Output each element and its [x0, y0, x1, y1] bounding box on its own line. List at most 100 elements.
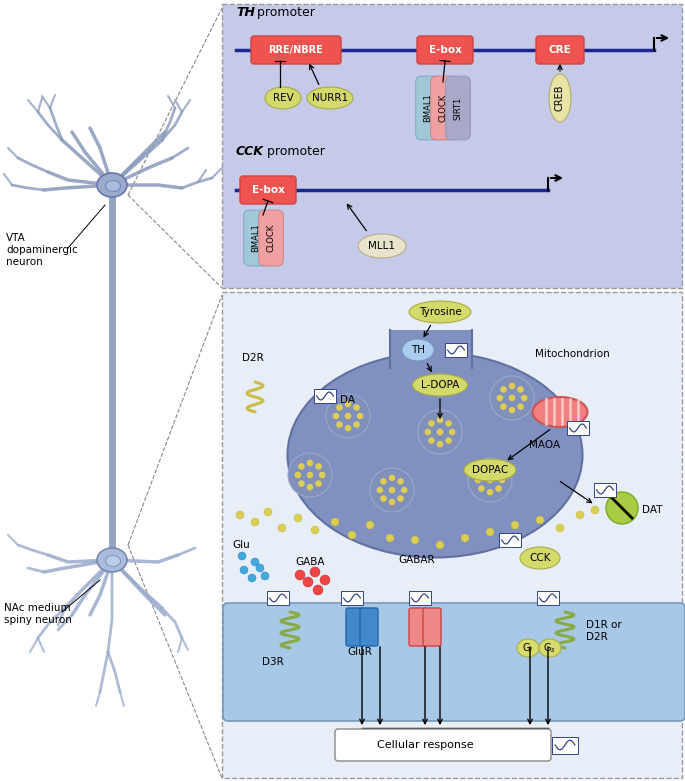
Circle shape [497, 394, 503, 401]
Text: NAc medium: NAc medium [4, 603, 71, 613]
Circle shape [576, 511, 584, 519]
FancyBboxPatch shape [244, 210, 269, 266]
Circle shape [370, 468, 414, 512]
Circle shape [511, 521, 519, 529]
FancyBboxPatch shape [537, 591, 559, 605]
Text: Glu: Glu [232, 540, 250, 550]
Circle shape [509, 394, 515, 401]
Ellipse shape [105, 555, 121, 566]
Circle shape [495, 485, 502, 492]
FancyBboxPatch shape [240, 176, 296, 204]
Circle shape [428, 420, 435, 426]
Circle shape [311, 526, 319, 534]
Circle shape [238, 552, 246, 560]
FancyBboxPatch shape [335, 729, 551, 761]
Circle shape [303, 577, 313, 587]
Circle shape [487, 489, 493, 495]
Circle shape [487, 476, 493, 483]
FancyBboxPatch shape [222, 292, 682, 778]
Circle shape [278, 524, 286, 532]
Ellipse shape [97, 173, 127, 197]
Text: REV: REV [273, 93, 293, 103]
Circle shape [517, 386, 524, 393]
Text: VTA: VTA [6, 233, 26, 243]
Circle shape [418, 410, 462, 454]
Text: DA: DA [340, 395, 355, 405]
Text: E-box: E-box [251, 185, 284, 195]
Circle shape [401, 487, 408, 494]
Circle shape [606, 492, 638, 524]
Circle shape [236, 511, 244, 519]
Ellipse shape [409, 301, 471, 323]
Text: Cellular response: Cellular response [377, 740, 473, 750]
Circle shape [310, 567, 320, 577]
FancyBboxPatch shape [222, 4, 682, 288]
Circle shape [380, 495, 387, 502]
Polygon shape [390, 330, 472, 368]
Circle shape [556, 524, 564, 532]
Circle shape [495, 468, 502, 475]
Text: GABAR: GABAR [398, 555, 434, 565]
Text: G$_i$: G$_i$ [522, 641, 534, 655]
Circle shape [517, 403, 524, 410]
Text: E-box: E-box [429, 45, 462, 55]
FancyBboxPatch shape [445, 343, 467, 357]
FancyBboxPatch shape [259, 210, 284, 266]
Circle shape [490, 376, 534, 420]
Circle shape [345, 425, 351, 431]
Circle shape [307, 459, 313, 466]
Ellipse shape [549, 74, 571, 122]
Text: D2R: D2R [242, 353, 264, 363]
Circle shape [411, 536, 419, 544]
FancyBboxPatch shape [431, 77, 456, 140]
Circle shape [437, 429, 443, 435]
Circle shape [500, 403, 507, 410]
Circle shape [388, 499, 395, 505]
Circle shape [264, 508, 272, 516]
Circle shape [248, 574, 256, 582]
Circle shape [240, 566, 248, 574]
Circle shape [348, 531, 356, 539]
Text: DOPAC: DOPAC [472, 465, 508, 475]
Circle shape [449, 429, 456, 435]
Circle shape [313, 585, 323, 595]
Text: RRE/NBRE: RRE/NBRE [269, 45, 323, 55]
Text: dopaminergic: dopaminergic [6, 245, 78, 255]
Circle shape [298, 480, 305, 487]
Circle shape [478, 485, 485, 492]
FancyBboxPatch shape [423, 608, 441, 646]
FancyBboxPatch shape [536, 36, 584, 64]
FancyBboxPatch shape [499, 533, 521, 547]
Circle shape [345, 412, 351, 419]
Circle shape [591, 506, 599, 514]
Ellipse shape [402, 339, 434, 361]
FancyBboxPatch shape [223, 603, 685, 721]
Text: TH: TH [411, 345, 425, 355]
Circle shape [353, 421, 360, 428]
Ellipse shape [412, 374, 467, 396]
Circle shape [366, 521, 374, 529]
Ellipse shape [307, 87, 353, 109]
Circle shape [428, 437, 435, 444]
Text: GABA: GABA [295, 557, 325, 567]
Circle shape [386, 534, 394, 542]
Text: promoter: promoter [263, 145, 325, 158]
Circle shape [251, 558, 259, 566]
Circle shape [478, 468, 485, 475]
FancyBboxPatch shape [314, 389, 336, 403]
Text: promoter: promoter [253, 6, 315, 19]
Ellipse shape [288, 352, 582, 558]
Circle shape [380, 478, 387, 485]
FancyBboxPatch shape [594, 483, 616, 497]
Circle shape [437, 416, 443, 423]
FancyBboxPatch shape [346, 608, 364, 646]
Circle shape [445, 437, 452, 444]
Circle shape [536, 516, 544, 524]
Text: GluR: GluR [347, 647, 373, 657]
Text: CCK: CCK [236, 145, 264, 158]
Circle shape [397, 495, 404, 502]
Ellipse shape [265, 87, 301, 109]
Text: spiny neuron: spiny neuron [4, 615, 72, 625]
FancyBboxPatch shape [267, 591, 289, 605]
Circle shape [500, 386, 507, 393]
